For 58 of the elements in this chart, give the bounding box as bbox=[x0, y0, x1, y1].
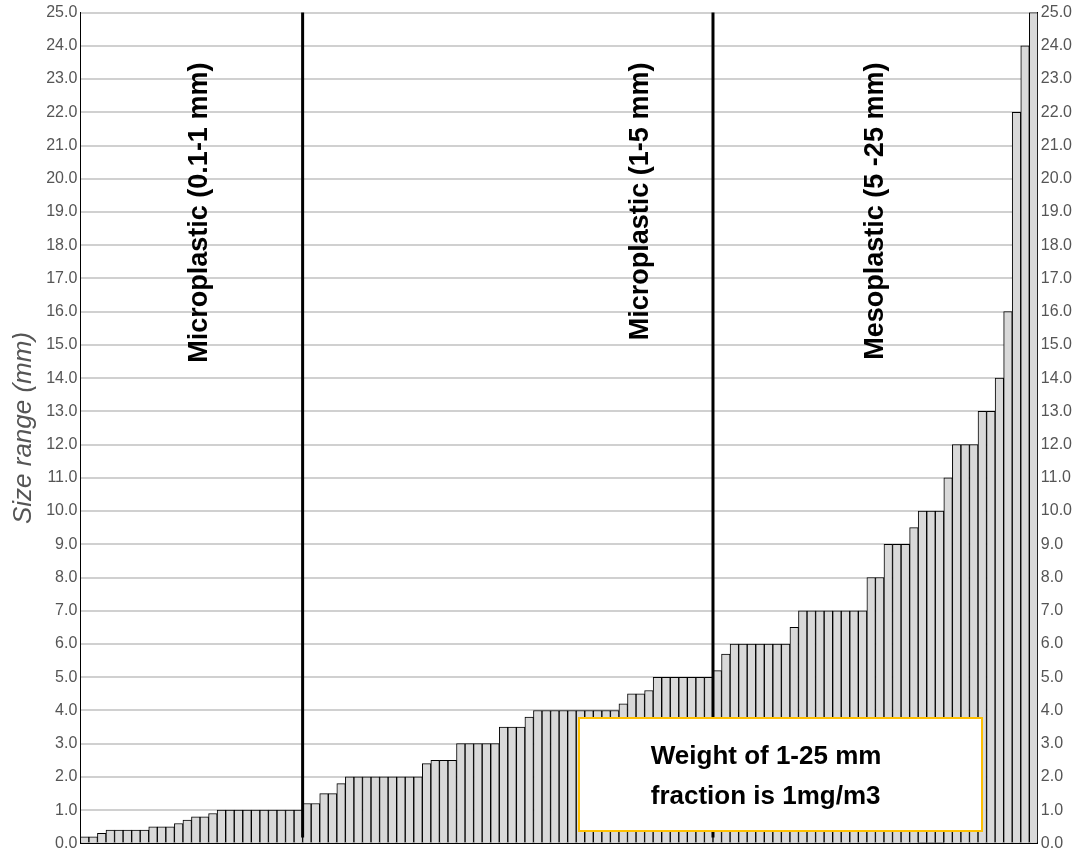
y2-tick-label: 6.0 bbox=[1040, 634, 1064, 652]
y-tick-label: 0.0 bbox=[55, 833, 78, 851]
y2-tick-label: 25.0 bbox=[1040, 3, 1073, 21]
y2-tick-label: 7.0 bbox=[1040, 601, 1064, 619]
y-tick-label: 25.0 bbox=[46, 3, 78, 21]
y2-tick-label: 15.0 bbox=[1040, 335, 1073, 353]
y2-tick-label: 21.0 bbox=[1040, 135, 1073, 153]
y-tick-label: 12.0 bbox=[46, 435, 78, 453]
y-tick-label: 13.0 bbox=[46, 401, 78, 419]
y-tick-label: 18.0 bbox=[46, 235, 78, 253]
y2-tick-label: 19.0 bbox=[1040, 202, 1073, 220]
y2-tick-label: 18.0 bbox=[1040, 235, 1073, 253]
annotation: Microplastic (0.1-1 mm) bbox=[183, 62, 214, 363]
y-tick-label: 4.0 bbox=[55, 700, 78, 718]
y2-tick-label: 1.0 bbox=[1040, 800, 1064, 818]
y-tick-label: 20.0 bbox=[46, 169, 78, 187]
y2-tick-label: 14.0 bbox=[1040, 368, 1073, 386]
y2-tick-label: 23.0 bbox=[1040, 69, 1073, 87]
y-tick-label: 14.0 bbox=[46, 368, 78, 386]
y2-tick-label: 2.0 bbox=[1040, 767, 1064, 785]
y2-tick-label: 8.0 bbox=[1040, 567, 1064, 585]
y2-tick-label: 17.0 bbox=[1040, 268, 1073, 286]
y2-tick-label: 13.0 bbox=[1040, 401, 1073, 419]
y2-tick-label: 4.0 bbox=[1040, 700, 1064, 718]
annotation: Mesoplastic (5 -25 mm) bbox=[858, 62, 889, 360]
y-tick-label: 22.0 bbox=[46, 102, 78, 120]
y-tick-label: 21.0 bbox=[46, 135, 78, 153]
y2-tick-label: 16.0 bbox=[1040, 302, 1073, 320]
y2-tick-label: 3.0 bbox=[1040, 734, 1064, 752]
y-tick-label: 3.0 bbox=[55, 734, 78, 752]
annotation: Weight of 1-25 mm fraction is 1mg/m3 bbox=[650, 738, 883, 812]
y-tick-label: 8.0 bbox=[55, 567, 78, 585]
y-tick-label: 23.0 bbox=[46, 69, 78, 87]
y2-tick-label: 9.0 bbox=[1040, 534, 1064, 552]
y-axis-title: Size range (mm) bbox=[6, 331, 37, 525]
annotation: Microplastic (1-5 mm) bbox=[623, 62, 654, 341]
y-tick-label: 19.0 bbox=[46, 202, 78, 220]
y-tick-label: 2.0 bbox=[55, 767, 78, 785]
y-tick-label: 6.0 bbox=[55, 634, 78, 652]
y2-tick-label: 22.0 bbox=[1040, 102, 1073, 120]
y-tick-label: 5.0 bbox=[55, 667, 78, 685]
y2-tick-label: 24.0 bbox=[1040, 36, 1073, 54]
y-tick-label: 17.0 bbox=[46, 268, 78, 286]
y2-tick-label: 11.0 bbox=[1040, 468, 1071, 486]
y-tick-label: 9.0 bbox=[55, 534, 78, 552]
y2-tick-label: 5.0 bbox=[1040, 667, 1064, 685]
note-box: Weight of 1-25 mm fraction is 1mg/m3 bbox=[578, 717, 984, 833]
y2-tick-label: 0.0 bbox=[1040, 833, 1064, 851]
y2-tick-label: 10.0 bbox=[1040, 501, 1073, 519]
y-tick-label: 1.0 bbox=[55, 800, 78, 818]
y-tick-label: 16.0 bbox=[46, 302, 78, 320]
y2-tick-label: 20.0 bbox=[1040, 169, 1073, 187]
y-tick-label: 11.0 bbox=[47, 468, 78, 486]
y-tick-label: 10.0 bbox=[46, 501, 78, 519]
y2-tick-label: 12.0 bbox=[1040, 435, 1073, 453]
y-tick-label: 15.0 bbox=[46, 335, 78, 353]
y-tick-label: 7.0 bbox=[55, 601, 78, 619]
y-tick-label: 24.0 bbox=[46, 36, 78, 54]
